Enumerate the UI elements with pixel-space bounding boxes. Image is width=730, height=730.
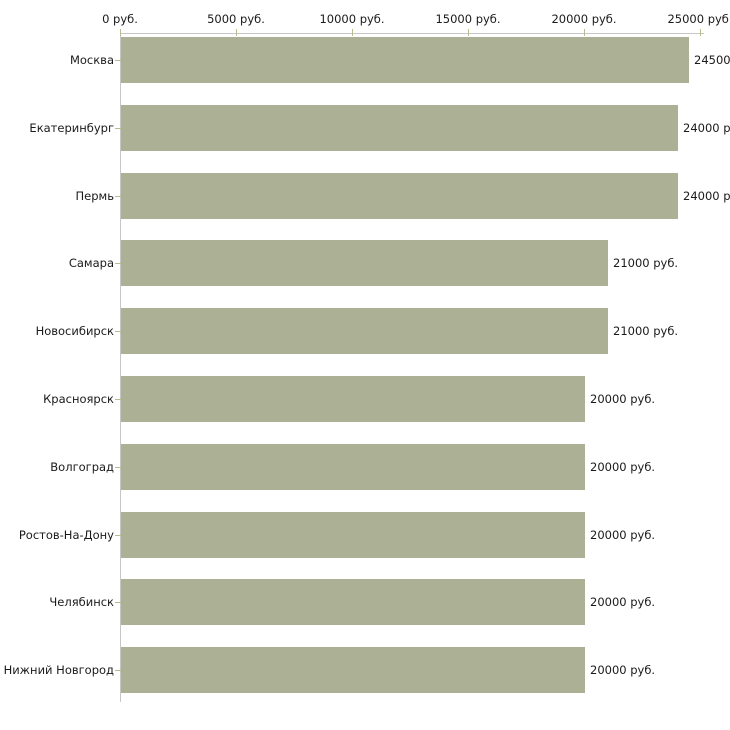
- x-axis-tick: [236, 29, 237, 36]
- bar: [121, 173, 678, 219]
- bar: [121, 105, 678, 151]
- x-axis-tick-label: 10000 руб.: [319, 12, 385, 26]
- value-label: 20000 руб.: [590, 460, 656, 474]
- category-tick: [115, 331, 121, 332]
- x-axis-tick: [352, 29, 353, 36]
- category-tick: [115, 399, 121, 400]
- x-axis-tick: [584, 29, 585, 36]
- category-label: Екатеринбург: [29, 121, 114, 135]
- category-tick: [115, 263, 121, 264]
- bar: [121, 512, 585, 558]
- x-axis-tick-label: 0 руб.: [102, 12, 138, 26]
- category-label: Новосибирск: [35, 324, 114, 338]
- x-axis-tick-label: 15000 руб.: [435, 12, 501, 26]
- value-label: 20000 руб.: [590, 528, 656, 542]
- value-label: 20000 руб.: [590, 663, 656, 677]
- x-axis-tick-label: 5000 руб.: [207, 12, 265, 26]
- category-tick: [115, 670, 121, 671]
- category-label: Пермь: [75, 189, 114, 203]
- bar: [121, 444, 585, 490]
- category-label: Москва: [69, 53, 114, 67]
- category-label: Челябинск: [49, 595, 114, 609]
- value-label: 24500 руб.: [694, 53, 730, 67]
- category-tick: [115, 128, 121, 129]
- category-label: Красноярск: [43, 392, 114, 406]
- x-axis-tick-label: 25000 руб.: [667, 12, 730, 26]
- category-label: Ростов-На-Дону: [18, 528, 114, 542]
- value-label: 24000 руб.: [683, 189, 730, 203]
- category-label: Нижний Новгород: [3, 663, 114, 677]
- x-axis-line: [120, 33, 704, 34]
- value-label: 21000 руб.: [613, 256, 679, 270]
- category-tick: [115, 196, 121, 197]
- bar: [121, 308, 608, 354]
- category-tick: [115, 60, 121, 61]
- y-axis-line: [120, 33, 121, 702]
- category-label: Самара: [68, 256, 114, 270]
- category-tick: [115, 535, 121, 536]
- value-label: 20000 руб.: [590, 595, 656, 609]
- category-tick: [115, 467, 121, 468]
- value-label: 21000 руб.: [613, 324, 679, 338]
- value-label: 20000 руб.: [590, 392, 656, 406]
- x-axis-tick: [700, 29, 701, 36]
- bar: [121, 579, 585, 625]
- x-axis-tick: [120, 29, 121, 36]
- value-label: 24000 руб.: [683, 121, 730, 135]
- category-tick: [115, 602, 121, 603]
- x-axis-tick: [468, 29, 469, 36]
- bar: [121, 647, 585, 693]
- bar: [121, 240, 608, 286]
- category-label: Волгоград: [50, 460, 114, 474]
- bar: [121, 37, 689, 83]
- x-axis-tick-label: 20000 руб.: [551, 12, 617, 26]
- bar: [121, 376, 585, 422]
